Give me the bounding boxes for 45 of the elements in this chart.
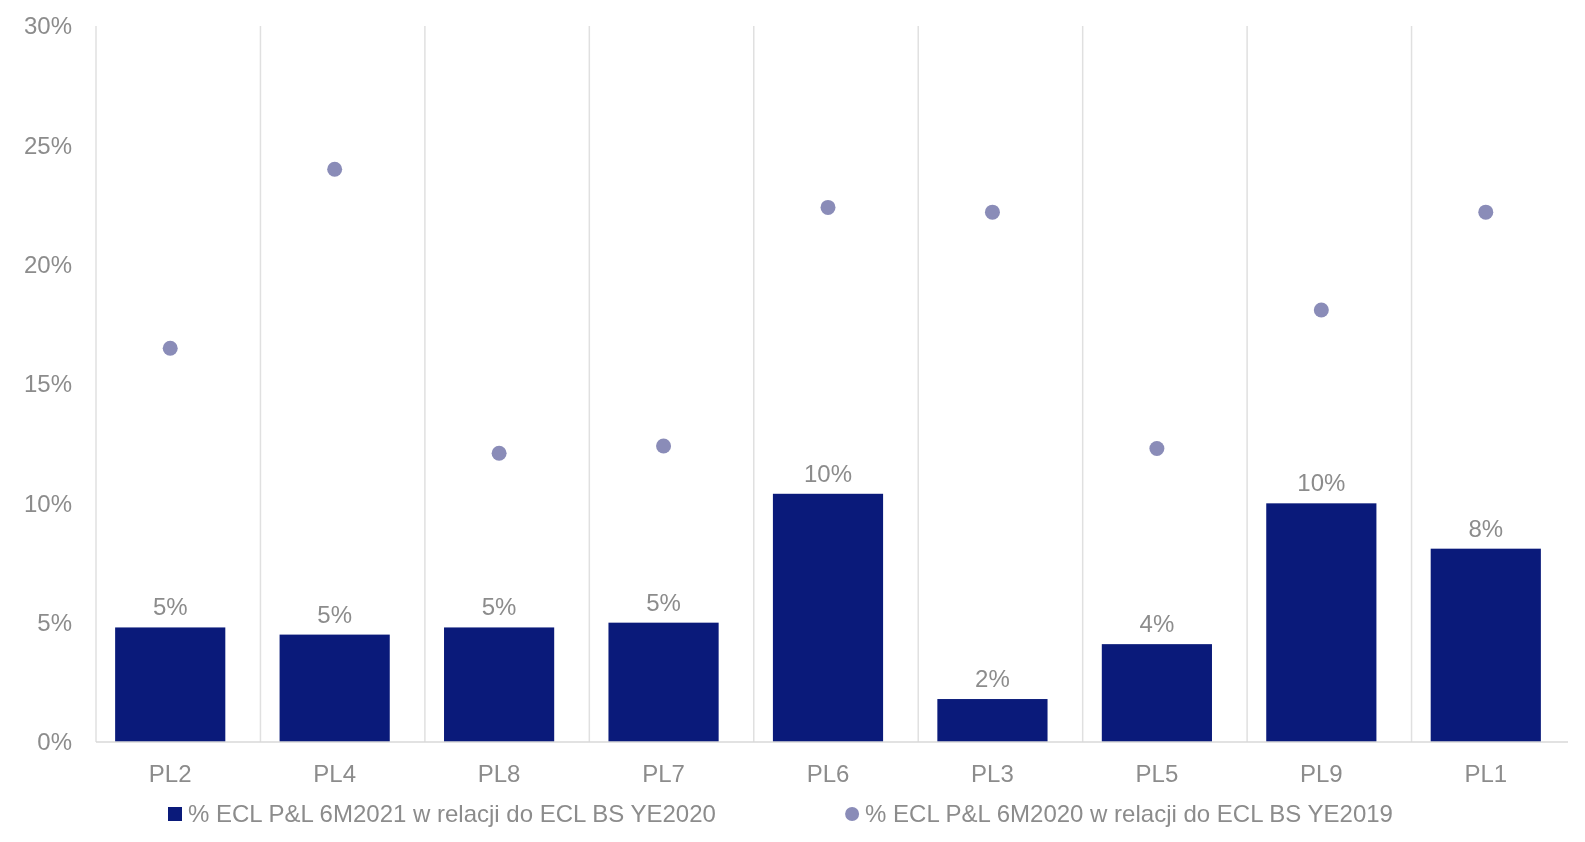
bar: [1266, 503, 1377, 742]
legend-label: % ECL P&L 6M2020 w relacji do ECL BS YE2019: [865, 800, 1393, 827]
x-tick-label: PL1: [1464, 760, 1508, 787]
data-label: 5%: [317, 600, 353, 628]
bar: [115, 627, 226, 742]
point: [1478, 204, 1494, 220]
point: [1313, 302, 1329, 318]
point: [327, 161, 343, 177]
x-tick-label: PL4: [313, 760, 357, 787]
x-tick-label: PL5: [1135, 760, 1179, 787]
point: [820, 199, 836, 215]
x-tick-label: PL9: [1299, 760, 1343, 787]
bar: [444, 627, 555, 742]
data-label: 4%: [1139, 610, 1175, 638]
point: [1149, 440, 1165, 456]
y-tick-label: 0%: [37, 728, 72, 756]
data-label: 8%: [1468, 514, 1504, 542]
x-tick-label: PL6: [806, 760, 850, 787]
y-tick-label: 5%: [37, 609, 72, 637]
x-tick-label: PL8: [477, 760, 521, 787]
data-label: 5%: [152, 593, 188, 621]
x-tick-label: PL3: [971, 760, 1014, 787]
data-label: 10%: [803, 459, 853, 487]
data-label: 2%: [975, 665, 1010, 693]
data-label: 5%: [646, 588, 681, 616]
point: [984, 204, 1000, 220]
y-tick-label: 20%: [23, 251, 72, 279]
bar: [279, 634, 390, 742]
point: [656, 438, 672, 454]
data-label: 5%: [481, 593, 517, 621]
y-tick-label: 25%: [23, 131, 72, 159]
bar: [772, 493, 884, 742]
x-tick-label: PL7: [642, 760, 685, 787]
point: [162, 340, 178, 356]
point: [491, 445, 507, 461]
bar: [1430, 548, 1541, 742]
y-tick-label: 15%: [23, 370, 72, 398]
bar: [1101, 644, 1212, 742]
x-tick-label: PL2: [148, 760, 192, 787]
data-label: 10%: [1297, 469, 1346, 497]
y-tick-label: 30%: [23, 12, 72, 40]
legend-label: % ECL P&L 6M2021 w relacji do ECL BS YE2020: [188, 800, 716, 827]
bar: [937, 699, 1048, 742]
bar: [608, 622, 719, 742]
y-tick-label: 10%: [23, 489, 72, 517]
